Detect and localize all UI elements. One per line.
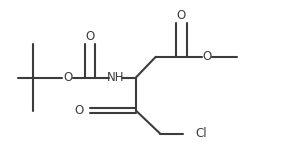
Text: NH: NH (107, 71, 125, 84)
Text: Cl: Cl (196, 127, 207, 140)
Text: O: O (63, 71, 72, 84)
Text: O: O (177, 9, 186, 22)
Text: O: O (202, 50, 212, 63)
Text: O: O (86, 29, 95, 42)
Text: O: O (74, 104, 84, 117)
